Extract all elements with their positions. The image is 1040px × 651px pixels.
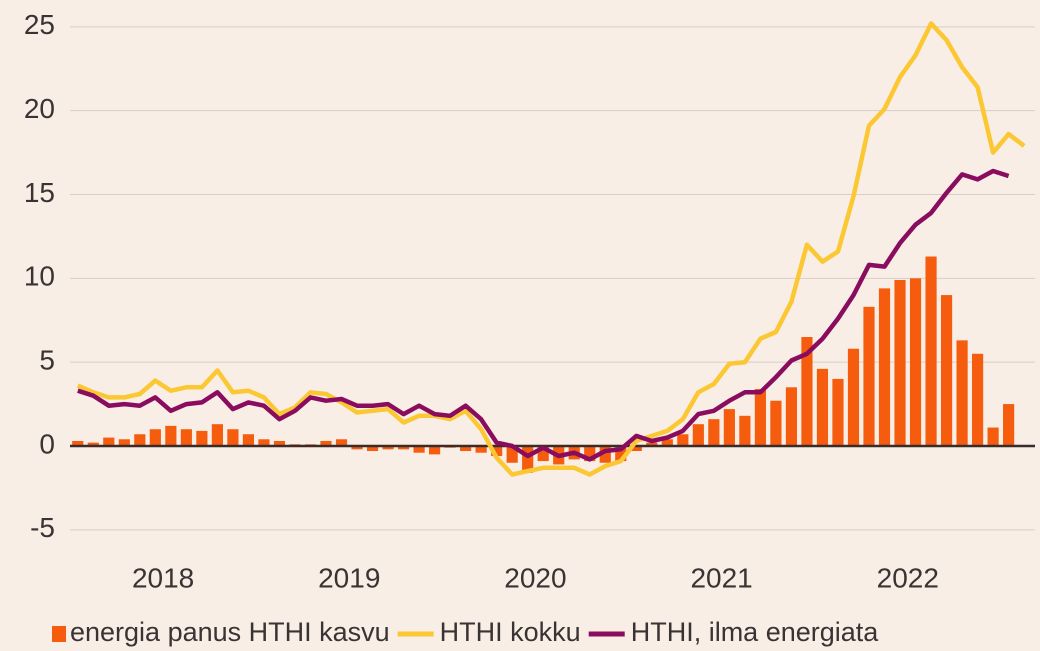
line: [77, 168, 1010, 462]
bar: [413, 445, 425, 453]
bar: [491, 445, 503, 457]
bar: [506, 445, 518, 463]
bar: [103, 437, 115, 446]
bar: [894, 280, 906, 446]
y-tick-label: 20: [24, 93, 55, 124]
bar: [723, 409, 735, 446]
bar: [863, 306, 875, 446]
y-tick-label: 0: [39, 428, 55, 459]
bar: [211, 424, 223, 446]
bar: [242, 434, 255, 446]
bar: [149, 429, 161, 446]
bar: [630, 445, 642, 452]
bar: [972, 353, 984, 446]
y-tick-label: -5: [30, 512, 55, 543]
bar: [956, 340, 968, 446]
bar: [739, 415, 751, 446]
line: [76, 21, 1026, 477]
y-tick-label: 15: [24, 177, 55, 208]
bar: [1003, 404, 1015, 446]
bar: [925, 256, 937, 446]
bar: [754, 388, 766, 446]
bar: [429, 445, 441, 455]
bar: [258, 439, 270, 446]
bar: [273, 440, 286, 446]
bar: [785, 387, 798, 446]
bar: [397, 445, 410, 450]
bar: [692, 424, 704, 446]
bar: [599, 445, 611, 463]
bar: [475, 445, 487, 453]
bar: [537, 445, 549, 462]
x-tick-label: 2018: [132, 562, 194, 593]
bar: [661, 439, 673, 446]
bar: [382, 445, 394, 450]
bar: [615, 445, 627, 462]
bar: [878, 288, 891, 446]
bar: [832, 378, 844, 446]
bar: [646, 442, 658, 446]
bar: [134, 434, 146, 446]
bar: [677, 434, 689, 446]
x-tick-label: 2022: [877, 562, 939, 593]
legend-label: HTHI kokku: [440, 617, 581, 647]
bar: [366, 445, 379, 452]
bar: [165, 425, 177, 446]
bar: [847, 348, 860, 446]
bar: [320, 440, 332, 446]
legend-swatch: [52, 626, 66, 642]
legend-label: energia panus HTHI kasvu: [70, 617, 390, 647]
bar: [335, 439, 348, 446]
bar: [180, 429, 192, 446]
bar: [351, 445, 363, 450]
bar: [196, 430, 208, 446]
bar: [987, 427, 999, 446]
bar: [584, 445, 596, 462]
legend-label: HTHI, ilma energiata: [631, 617, 880, 647]
bar: [87, 442, 99, 446]
bar: [227, 429, 239, 446]
x-tick-label: 2020: [504, 562, 566, 593]
x-tick-label: 2021: [690, 562, 752, 593]
bar: [522, 445, 534, 473]
bar: [909, 278, 922, 446]
bar: [118, 439, 130, 446]
bar: [801, 337, 813, 446]
bar: [72, 440, 84, 446]
bar: [816, 368, 829, 446]
bar: [940, 295, 953, 446]
bar: [708, 419, 720, 446]
bar: [770, 400, 782, 446]
y-tick-label: 25: [24, 9, 55, 40]
bar: [460, 445, 472, 452]
y-tick-label: 5: [39, 345, 55, 376]
y-tick-label: 10: [24, 261, 55, 292]
x-tick-label: 2019: [318, 562, 380, 593]
